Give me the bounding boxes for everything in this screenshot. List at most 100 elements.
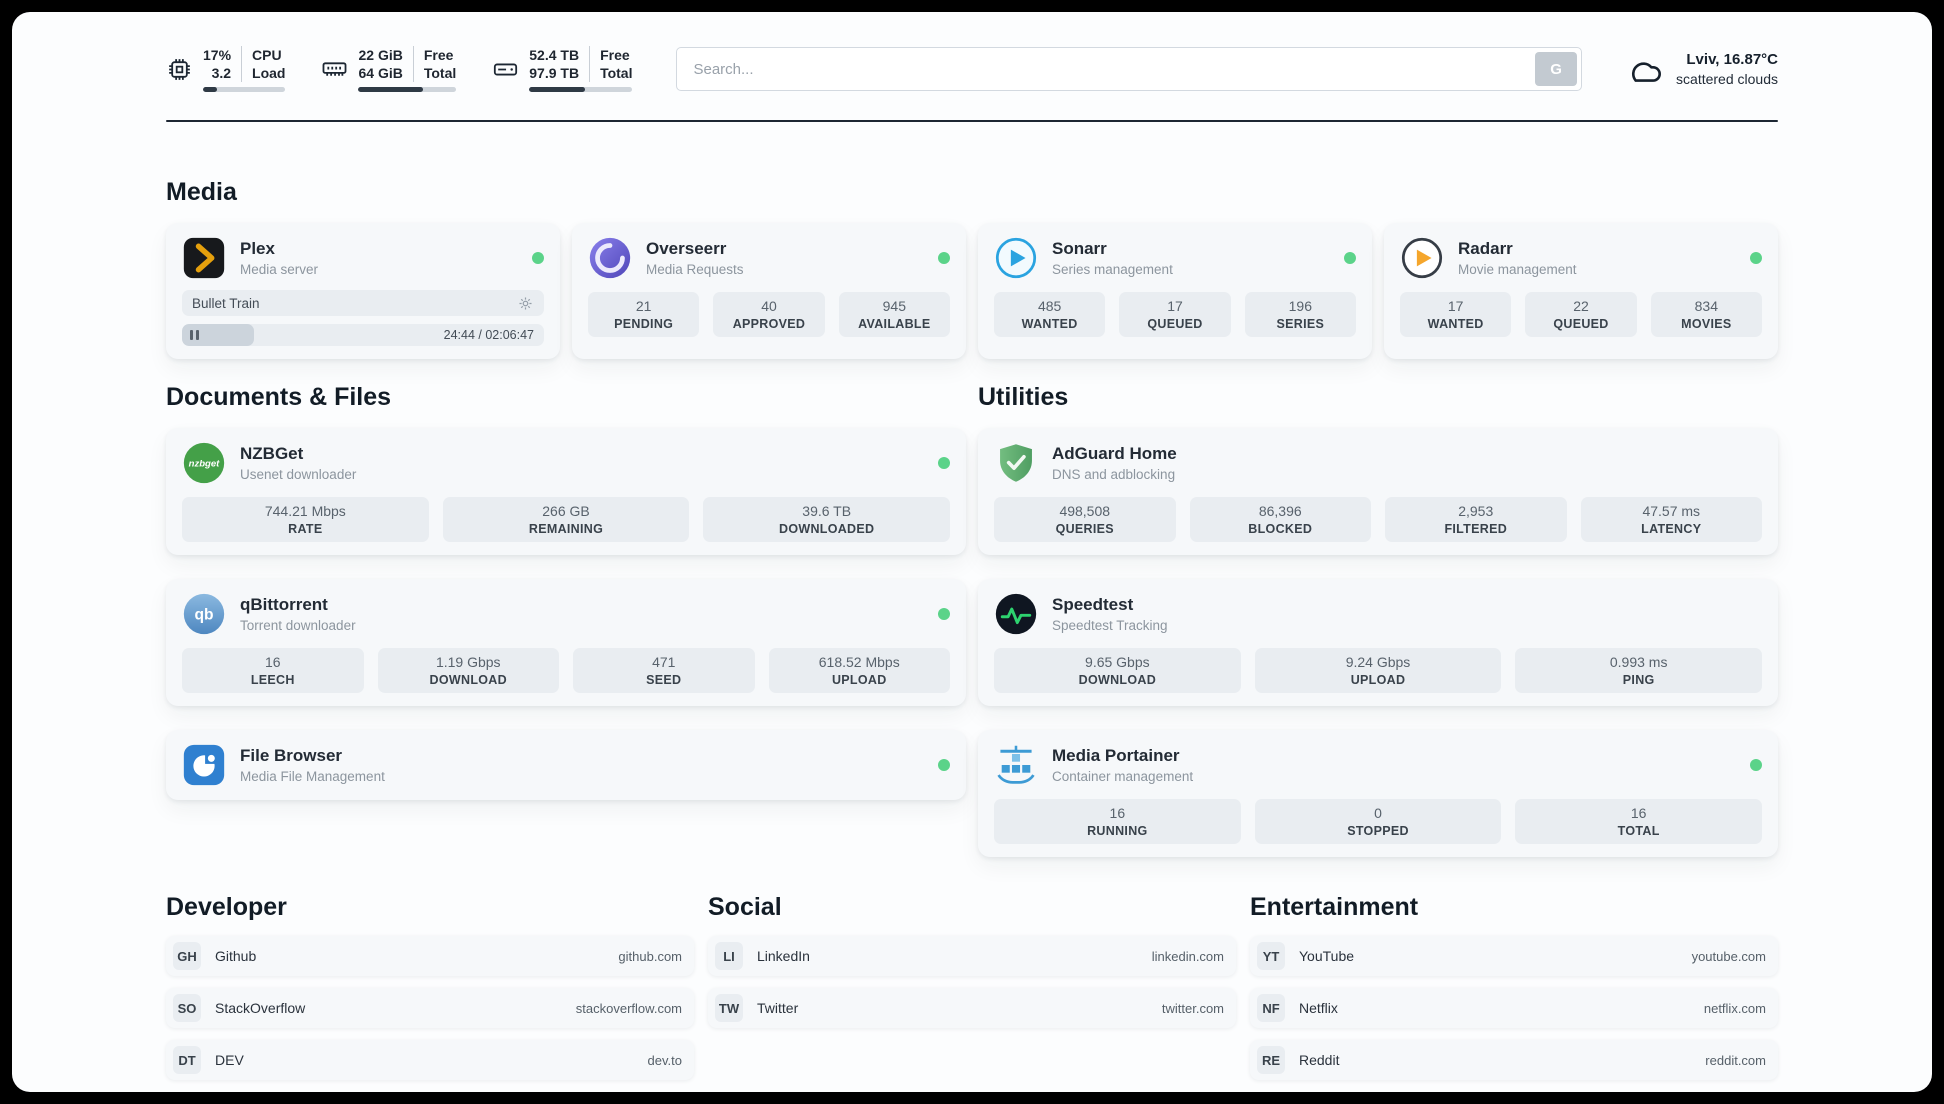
memory-total-label: Total xyxy=(423,65,457,82)
stat-value: 266 GB xyxy=(542,503,590,520)
card-radarr[interactable]: Radarr Movie management 17 WANTED 22 QUEUED… xyxy=(1384,223,1778,360)
link-badge: SO xyxy=(173,994,201,1023)
link-row[interactable]: RE Reddit reddit.com xyxy=(1250,1040,1778,1081)
card-title: Plex xyxy=(240,239,275,259)
overseerr-icon xyxy=(588,236,632,280)
stat-value: 16 xyxy=(1109,805,1126,822)
link-row[interactable]: YT YouTube youtube.com xyxy=(1250,936,1778,977)
card-subtitle: Torrent downloader xyxy=(240,618,356,634)
gear-icon[interactable] xyxy=(517,295,534,312)
link-url: reddit.com xyxy=(1705,1052,1766,1068)
card-nzbget[interactable]: nzbget NZBGet Usenet downloader 744.21 M… xyxy=(166,428,966,556)
stat-box: 16 RUNNING xyxy=(994,799,1241,845)
section-social: Social LI LinkedIn linkedin.com TW Twitter tw… xyxy=(708,893,1236,1029)
link-row[interactable]: NF Netflix netflix.com xyxy=(1250,988,1778,1029)
now-playing-bar[interactable]: Bullet Train xyxy=(182,290,544,317)
storage-metric: 52.4 TB 97.9 TB Free Total xyxy=(492,46,633,93)
card-speedtest[interactable]: Speedtest Speedtest Tracking 9.65 Gbps DO… xyxy=(978,579,1778,707)
storage-progress-track xyxy=(529,87,633,93)
stat-box: 196 SERIES xyxy=(1244,292,1356,338)
stat-value: 39.6 TB xyxy=(802,503,852,520)
search-engine-button[interactable]: G xyxy=(1535,52,1578,87)
stat-value: 22 xyxy=(1573,298,1589,315)
stat-label: QUEUED xyxy=(1553,317,1609,332)
card-plex[interactable]: Plex Media server Bullet Train xyxy=(166,223,560,360)
portainer-icon xyxy=(994,743,1038,787)
link-badge: YT xyxy=(1257,942,1285,971)
status-dot xyxy=(1750,252,1762,265)
stat-box: 266 GB REMAINING xyxy=(442,497,690,543)
stat-value: 86,396 xyxy=(1258,503,1302,520)
qbittorrent-icon: qb xyxy=(182,592,226,636)
pause-icon[interactable] xyxy=(196,330,199,341)
weather-widget: Lviv, 16.87°C scattered clouds xyxy=(1626,50,1778,89)
card-overseerr[interactable]: Overseerr Media Requests 21 PENDING 40 APPR… xyxy=(572,223,966,360)
stat-label: AVAILABLE xyxy=(858,317,931,332)
topbar-divider xyxy=(166,120,1778,123)
card-title: Sonarr xyxy=(1052,239,1107,259)
memory-free-value: 22 GiB xyxy=(358,47,403,63)
card-title: NZBGet xyxy=(240,444,304,464)
pause-icon[interactable] xyxy=(190,330,193,341)
link-url: stackoverflow.com xyxy=(575,1000,682,1016)
now-playing-title: Bullet Train xyxy=(192,295,260,311)
stat-box: 945 AVAILABLE xyxy=(838,292,950,338)
stat-box: 21 PENDING xyxy=(588,292,700,338)
filebrowser-icon xyxy=(182,743,226,787)
stat-value: 40 xyxy=(761,298,777,315)
link-row[interactable]: DT DEV dev.to xyxy=(166,1040,694,1081)
cloud-icon xyxy=(1626,52,1664,86)
card-portainer[interactable]: Media Portainer Container management 16 R… xyxy=(978,730,1778,858)
link-row[interactable]: SO StackOverflow stackoverflow.com xyxy=(166,988,694,1029)
memory-progress-fill xyxy=(358,87,423,93)
link-name: Twitter xyxy=(757,1000,799,1017)
stat-box: 9.24 Gbps UPLOAD xyxy=(1254,648,1502,694)
stat-label: RUNNING xyxy=(1087,824,1148,839)
stat-value: 16 xyxy=(264,654,281,671)
stat-value: 16 xyxy=(1630,805,1647,822)
utilities-heading: Utilities xyxy=(978,383,1069,412)
search-input[interactable] xyxy=(676,47,1583,92)
stat-value: 1.19 Gbps xyxy=(435,654,501,671)
storage-icon xyxy=(492,56,519,83)
card-qbittorrent[interactable]: qb qBittorrent Torrent downloader 16 LEEC… xyxy=(166,579,966,707)
stat-label: QUERIES xyxy=(1055,522,1114,537)
link-name: Github xyxy=(215,948,257,965)
status-dot xyxy=(938,608,950,621)
link-row[interactable]: LI LinkedIn linkedin.com xyxy=(708,936,1236,977)
cpu-progress-fill xyxy=(203,87,218,93)
status-dot xyxy=(938,457,950,470)
developer-links: GH Github github.com SO StackOverflow stackov… xyxy=(166,936,694,1081)
stat-box: 0 STOPPED xyxy=(1254,799,1502,845)
stats-row: 16 LEECH 1.19 Gbps DOWNLOAD 471 SEED 618.52 Mb… xyxy=(182,648,950,694)
stat-label: TOTAL xyxy=(1617,824,1660,839)
stat-box: 2,953 FILTERED xyxy=(1385,497,1567,543)
stat-box: 47.57 ms LATENCY xyxy=(1580,497,1762,543)
stat-label: WANTED xyxy=(1427,317,1484,332)
stats-row: 17 WANTED 22 QUEUED 834 MOVIES xyxy=(1400,292,1762,338)
stat-label: DOWNLOAD xyxy=(1078,673,1157,688)
link-badge: GH xyxy=(173,942,201,971)
stat-label: BLOCKED xyxy=(1248,522,1313,537)
stat-label: LEECH xyxy=(250,673,295,688)
stat-value: 498,508 xyxy=(1059,503,1111,520)
card-filebrowser[interactable]: File Browser Media File Management xyxy=(166,730,966,801)
link-badge: NF xyxy=(1257,994,1285,1023)
documents-heading: Documents & Files xyxy=(166,383,392,412)
stat-box: 39.6 TB DOWNLOADED xyxy=(703,497,951,543)
card-subtitle: Speedtest Tracking xyxy=(1052,618,1168,634)
playback-progress-fill xyxy=(182,324,255,347)
stat-value: 471 xyxy=(652,654,676,671)
stat-label: DOWNLOADED xyxy=(779,522,875,537)
card-sonarr[interactable]: Sonarr Series management 485 WANTED 17 QUEU… xyxy=(978,223,1372,360)
link-row[interactable]: GH Github github.com xyxy=(166,936,694,977)
stat-box: 86,396 BLOCKED xyxy=(1189,497,1371,543)
social-links: LI LinkedIn linkedin.com TW Twitter twitter.c… xyxy=(708,936,1236,1029)
stat-box: 744.21 Mbps RATE xyxy=(182,497,429,543)
link-badge: DT xyxy=(173,1046,201,1075)
link-row[interactable]: TW Twitter twitter.com xyxy=(708,988,1236,1029)
card-adguard[interactable]: AdGuard Home DNS and adblocking 498,508 Q… xyxy=(978,428,1778,556)
link-url: youtube.com xyxy=(1691,948,1766,964)
playback-progress-bar[interactable]: 24:44 / 02:06:47 xyxy=(182,324,544,347)
stat-label: PING xyxy=(1622,673,1655,688)
